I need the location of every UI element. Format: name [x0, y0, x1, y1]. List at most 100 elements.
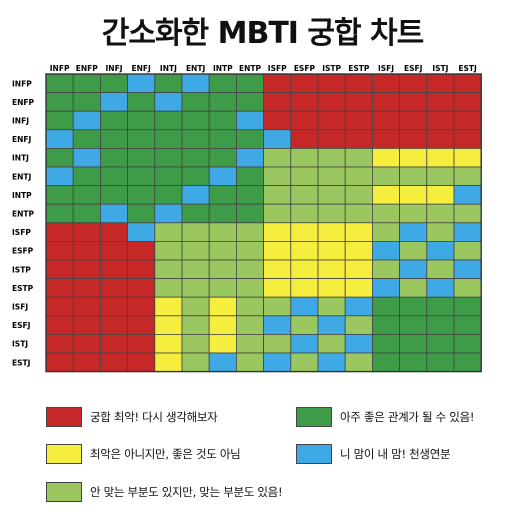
heatmap-cell-isfj-entj: [181, 296, 210, 317]
heatmap-cell-isfp-isfj: [371, 222, 400, 242]
heatmap-cell-entj-intj: [154, 166, 183, 187]
heatmap-cell-entp-infj: [100, 203, 129, 224]
heatmap-cell-istj-isfp: [263, 333, 292, 354]
heatmap-cell-infp-estp: [344, 73, 373, 94]
heatmap-cell-infp-istp: [317, 73, 346, 94]
heatmap-cell-intp-istp: [317, 185, 346, 205]
heatmap-cell-intp-isfp: [263, 185, 292, 205]
heatmap-cell-istp-enfp: [72, 259, 101, 280]
heatmap-cell-entj-entp: [235, 166, 264, 187]
y-tick-label-enfp: ENFP: [12, 98, 35, 107]
heatmap-cell-intj-estj: [453, 147, 482, 168]
y-tick-label-entp: ENTP: [12, 210, 35, 219]
heatmap-border: [45, 73, 482, 373]
heatmap-cell-infp-isfj: [371, 73, 400, 94]
heatmap-cell-esfj-intp: [208, 315, 237, 335]
heatmap-cell-intp-intj: [154, 185, 183, 205]
heatmap-cell-enfj-isfp: [263, 129, 292, 149]
heatmap-cell-istj-istp: [317, 333, 346, 354]
heatmap-cell-istp-intj: [154, 259, 183, 280]
heatmap-cell-entp-estj: [453, 203, 482, 224]
heatmap-cell-isfp-estp: [344, 222, 373, 242]
heatmap-cell-entj-esfj: [399, 166, 428, 187]
heatmap-cell-estj-enfp: [72, 352, 101, 373]
heatmap-cell-isfp-infp: [45, 222, 74, 242]
heatmap-cell-isfj-esfp: [290, 296, 319, 317]
heatmap-cell-enfp-infj: [100, 92, 129, 112]
heatmap-cell-istp-estj: [453, 259, 482, 280]
heatmap-cell-isfj-isfj: [371, 296, 400, 317]
heatmap-cell-estp-infj: [100, 278, 129, 298]
x-tick-label-enfj: ENFJ: [132, 64, 152, 73]
y-tick-label-intp: INTP: [12, 191, 32, 200]
heatmap-cell-enfp-enfp: [72, 92, 101, 112]
heatmap-cell-enfp-enfj: [127, 92, 156, 112]
heatmap-cell-estj-istp: [317, 352, 346, 373]
heatmap-cell-esfp-enfj: [127, 240, 156, 261]
heatmap-cell-istj-enfp: [72, 333, 101, 354]
x-tick-label-estj: ESTJ: [458, 64, 477, 73]
y-tick-label-esfj: ESFJ: [12, 321, 31, 330]
y-tick-label-infp: INFP: [12, 79, 32, 88]
y-tick-label-isfp: ISFP: [12, 228, 31, 237]
legend-label-so-so: 최악은 아니지만, 좋은 것도 아님: [90, 447, 241, 461]
heatmap-cell-isfp-enfj: [127, 222, 156, 242]
heatmap-cell-estj-intj: [154, 352, 183, 373]
heatmap-cell-esfp-entp: [235, 240, 264, 261]
heatmap-cell-enfp-istj: [426, 92, 455, 112]
heatmap-cell-infp-intj: [154, 73, 183, 94]
heatmap-cell-estp-isfp: [263, 278, 292, 298]
legend-swatch-soulmate: [296, 444, 332, 464]
legend-label-worst: 궁합 최악! 다시 생각해보자: [90, 410, 218, 424]
heatmap-cell-estp-intp: [208, 278, 237, 298]
heatmap-cell-intj-intj: [154, 147, 183, 168]
heatmap-cell-istp-enfj: [127, 259, 156, 280]
heatmap-cell-esfp-isfj: [371, 240, 400, 261]
heatmap-cell-infp-estj: [453, 73, 482, 94]
heatmap-cell-intp-entp: [235, 185, 264, 205]
heatmap-cell-estj-estj: [453, 352, 482, 373]
heatmap-cell-infp-esfj: [399, 73, 428, 94]
heatmap-cell-entp-estp: [344, 203, 373, 224]
legend-item-worst: 궁합 최악! 다시 생각해보자: [46, 404, 218, 430]
heatmap-cell-esfp-estp: [344, 240, 373, 261]
heatmap-cell-istj-entj: [181, 333, 210, 354]
chart-title: 간소화한 MBTI 궁합 차트: [101, 16, 424, 51]
heatmap-cell-enfj-istp: [317, 129, 346, 149]
heatmap-cell-esfj-isfp: [263, 315, 292, 335]
heatmap-cell-istj-infp: [45, 333, 74, 354]
heatmap-cell-intj-isfp: [263, 147, 292, 168]
heatmap-cell-istp-intp: [208, 259, 237, 280]
heatmap-cell-estp-istp: [317, 278, 346, 298]
y-tick-label-istp: ISTP: [12, 265, 31, 274]
heatmap-cell-infj-isfp: [263, 110, 292, 131]
heatmap-cell-istj-estj: [453, 333, 482, 354]
heatmap-cell-intj-entj: [181, 147, 210, 168]
heatmap-cell-intp-isfj: [371, 185, 400, 205]
heatmap-cell-entj-enfj: [127, 166, 156, 187]
heatmap-cell-esfj-enfp: [72, 315, 101, 335]
y-tick-label-enfj: ENFJ: [12, 135, 32, 144]
legend-label-mixed: 안 맞는 부분도 있지만, 맞는 부분도 있음!: [90, 485, 283, 499]
legend-label-soulmate: 니 맘이 내 맘! 천생연분: [340, 447, 451, 461]
heatmap-cell-infj-intj: [154, 110, 183, 131]
heatmap-cell-intp-estj: [453, 185, 482, 205]
heatmap-cell-esfp-estj: [453, 240, 482, 261]
heatmap-cell-esfj-estp: [344, 315, 373, 335]
heatmap-cell-isfp-istp: [317, 222, 346, 242]
heatmap-cell-enfp-esfp: [290, 92, 319, 112]
x-tick-label-istj: ISTJ: [432, 64, 448, 73]
heatmap-cell-intj-esfp: [290, 147, 319, 168]
heatmap-cell-entp-isfj: [371, 203, 400, 224]
heatmap-cell-estp-istj: [426, 278, 455, 298]
heatmap-cell-isfj-intj: [154, 296, 183, 317]
heatmap-cell-isfp-estj: [453, 222, 482, 242]
heatmap-cell-infj-infj: [100, 110, 129, 131]
heatmap-cell-estj-entp: [235, 352, 264, 373]
heatmap-cell-intp-enfp: [72, 185, 101, 205]
heatmap-cell-enfj-estj: [453, 129, 482, 149]
legend-item-mixed: 안 맞는 부분도 있지만, 맞는 부분도 있음!: [46, 479, 283, 505]
heatmap-cell-enfp-entp: [235, 92, 264, 112]
heatmap-cell-estj-enfj: [127, 352, 156, 373]
heatmap-cell-entj-estp: [344, 166, 373, 187]
